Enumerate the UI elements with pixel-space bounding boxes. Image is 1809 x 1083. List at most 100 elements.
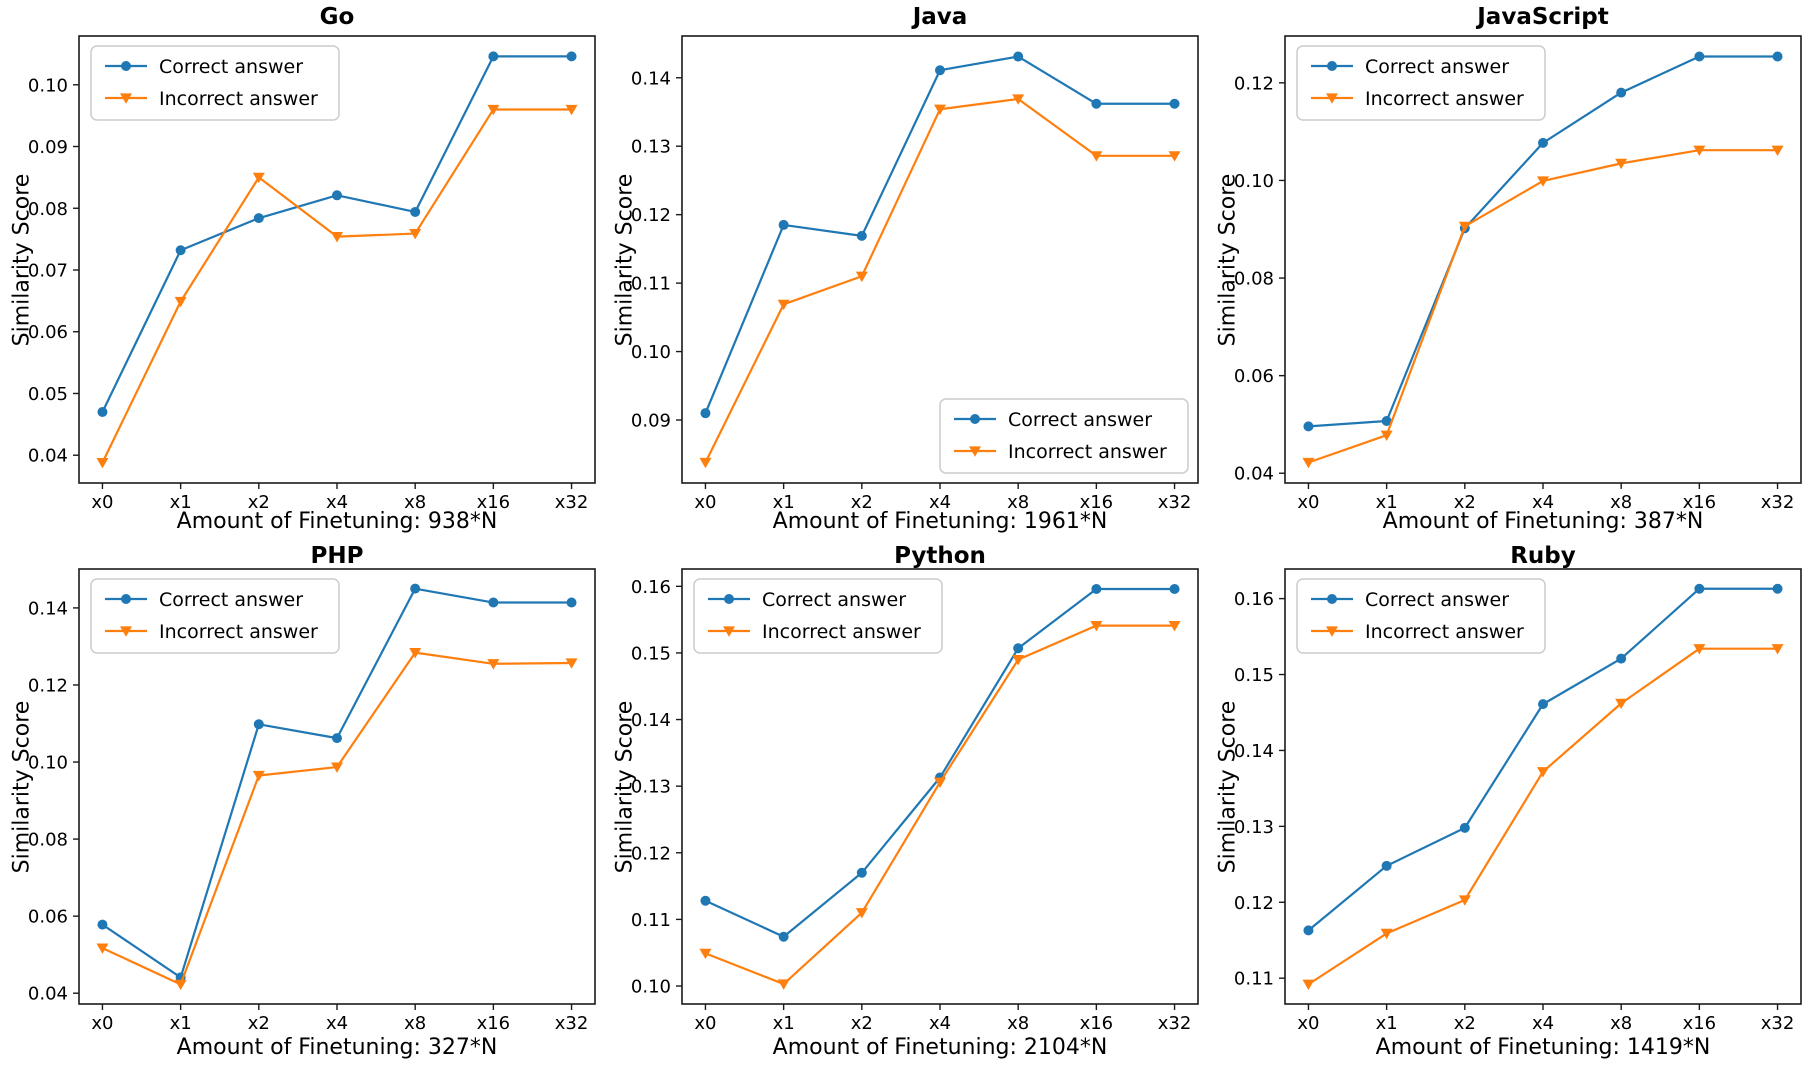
marker-incorrect-answer — [96, 458, 109, 469]
legend-marker — [970, 414, 980, 424]
legend-box — [1296, 578, 1546, 654]
legend-marker — [1327, 61, 1337, 71]
marker-incorrect-answer — [1380, 430, 1393, 441]
marker-incorrect-answer — [699, 948, 712, 960]
x-tick-label: x4 — [929, 492, 951, 513]
marker-correct-answer — [1381, 860, 1392, 871]
legend-label: Correct answer — [762, 589, 906, 611]
legend-box — [90, 45, 340, 121]
chart-go: 0.04 0.05 0.06 0.07 0.08 0.09 0.10 x0 x1 x2 x4 x8 x1… — [0, 0, 603, 541]
x-tick-label: x16 — [477, 492, 511, 513]
legend: Correct answer Incorrect answer — [90, 578, 340, 654]
y-tick-label: 0.09 — [631, 411, 671, 432]
y-tick-label: 0.13 — [631, 777, 671, 798]
marker-incorrect-answer — [777, 299, 790, 311]
x-tick-label: x8 — [404, 492, 426, 513]
chart-title: Go — [319, 4, 355, 30]
x-tick-label: x16 — [1683, 492, 1717, 513]
x-tick-label: x4 — [326, 1013, 348, 1034]
x-tick-label: x8 — [1610, 492, 1632, 513]
x-tick-label: x2 — [248, 492, 270, 513]
marker-incorrect-answer — [855, 271, 868, 283]
y-tick-label: 0.14 — [631, 68, 671, 89]
marker-correct-answer — [1772, 583, 1783, 594]
marker-correct-answer — [1694, 583, 1705, 594]
marker-correct-answer — [410, 583, 421, 594]
marker-correct-answer — [1459, 822, 1470, 833]
y-tick-label: 0.10 — [631, 977, 671, 998]
x-tick-label: x0 — [694, 1013, 716, 1034]
y-tick-label: 0.09 — [28, 137, 68, 158]
y-axis-label: Similarity Score — [9, 700, 35, 874]
marker-correct-answer — [1013, 51, 1024, 62]
marker-incorrect-answer — [1380, 928, 1393, 940]
y-tick-label: 0.12 — [28, 675, 68, 696]
legend: Correct answer Incorrect answer — [1296, 45, 1546, 121]
marker-incorrect-answer — [1012, 654, 1025, 666]
marker-incorrect-answer — [1771, 145, 1784, 156]
y-tick-label: 0.15 — [631, 643, 671, 664]
x-tick-label: x2 — [1454, 1013, 1476, 1034]
y-tick-label: 0.12 — [631, 843, 671, 864]
chart-javascript: 0.04 0.06 0.08 0.10 0.12 x0 x1 x2 x4 x8 x16 x32 Corr… — [1206, 0, 1809, 541]
y-axis-label: Similarity Score — [1215, 173, 1241, 347]
chart-python: 0.10 0.11 0.12 0.13 0.14 0.15 0.16 x0 x1 x2 x4 x8 x1… — [603, 542, 1206, 1083]
legend-label: Correct answer — [1008, 409, 1152, 431]
legend-label: Correct answer — [159, 589, 303, 611]
legend-label: Correct answer — [1365, 589, 1509, 611]
y-tick-label: 0.13 — [1234, 817, 1274, 838]
marker-incorrect-answer — [699, 457, 712, 469]
y-axis-label: Similarity Score — [1215, 700, 1241, 874]
marker-correct-answer — [332, 733, 342, 744]
legend-marker — [121, 594, 131, 604]
marker-incorrect-answer — [409, 648, 422, 659]
x-tick-label: x1 — [170, 1013, 192, 1034]
y-tick-label: 0.12 — [1234, 73, 1274, 94]
series-line-incorrect-answer — [101, 108, 572, 464]
x-tick-label: x8 — [404, 1013, 426, 1034]
chart-title: Java — [912, 4, 968, 30]
x-tick-label: x32 — [555, 1013, 589, 1034]
x-tick-label: x2 — [248, 1013, 270, 1034]
x-tick-label: x32 — [1158, 1013, 1192, 1034]
plot-area-ruby: 0.11 0.12 0.13 0.14 0.15 0.16 x0 x1 x2 x4 x8 x16 x32… — [1234, 568, 1802, 1034]
marker-correct-answer — [1169, 98, 1180, 109]
x-tick-label: x16 — [1683, 1013, 1717, 1034]
legend: Correct answer Incorrect answer — [90, 45, 340, 121]
marker-incorrect-answer — [96, 943, 109, 954]
x-tick-label: x8 — [1007, 1013, 1029, 1034]
chart-title: Python — [894, 543, 986, 569]
marker-incorrect-answer — [1537, 176, 1549, 187]
y-axis-label: Similarity Score — [612, 700, 638, 874]
marker-incorrect-answer — [252, 770, 265, 782]
marker-correct-answer — [778, 931, 789, 942]
x-tick-label: x4 — [326, 492, 348, 513]
x-axis-label: Amount of Finetuning: 1419*N — [1375, 1035, 1711, 1060]
marker-correct-answer — [856, 230, 867, 241]
marker-incorrect-answer — [1168, 151, 1181, 162]
legend-label: Correct answer — [159, 56, 303, 78]
chart-title: Ruby — [1510, 543, 1576, 569]
marker-correct-answer — [175, 245, 186, 256]
x-tick-label: x0 — [91, 492, 113, 513]
y-tick-label: 0.08 — [1234, 269, 1274, 290]
legend-marker — [120, 93, 132, 104]
marker-incorrect-answer — [1012, 94, 1025, 105]
legend-label: Incorrect answer — [1365, 621, 1524, 643]
x-tick-label: x32 — [1158, 492, 1192, 513]
y-tick-label: 0.10 — [631, 342, 671, 363]
x-tick-label: x1 — [773, 492, 795, 513]
x-tick-label: x32 — [1761, 1013, 1795, 1034]
y-tick-label: 0.11 — [1234, 969, 1274, 990]
x-tick-label: x32 — [555, 492, 589, 513]
y-tick-label: 0.06 — [28, 907, 68, 928]
series-line-incorrect-answer — [1308, 149, 1778, 464]
y-tick-label: 0.11 — [631, 274, 671, 295]
marker-correct-answer — [778, 219, 789, 230]
plot-area-php: 0.04 0.06 0.08 0.10 0.12 0.14 x0 x1 x2 x4 x8 x16 x32… — [28, 568, 596, 1034]
series-line-incorrect-answer — [101, 651, 572, 986]
marker-correct-answer — [700, 895, 711, 906]
legend-box — [1296, 45, 1546, 121]
y-tick-label: 0.08 — [28, 199, 68, 220]
